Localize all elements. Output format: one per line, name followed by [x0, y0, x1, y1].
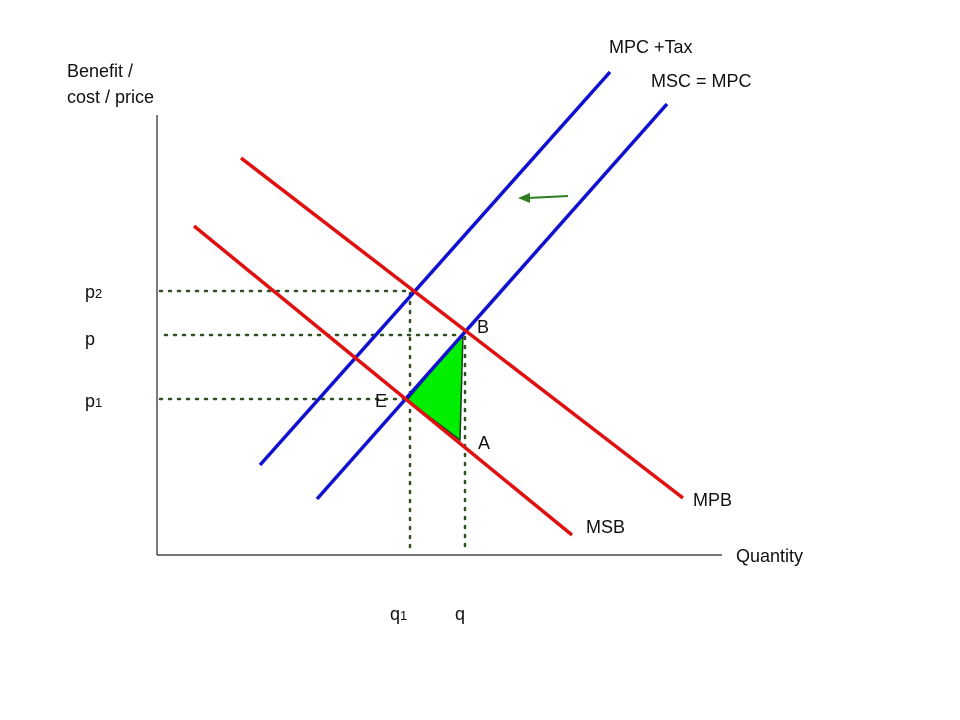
label-main: p [85, 391, 95, 411]
y-axis-label: cost / price [67, 87, 154, 107]
x-axis-label: Quantity [736, 546, 803, 566]
mpc-tax-curve [258, 70, 612, 467]
label-main: p [85, 329, 95, 349]
price-label: p [85, 329, 95, 349]
label-sub: 1 [400, 608, 407, 623]
point-label: E [375, 391, 387, 411]
label-main: q [455, 604, 465, 624]
point-label: B [477, 317, 489, 337]
curve-label: MSB [586, 517, 625, 537]
mpb-curve [239, 156, 685, 500]
msb-curve [192, 224, 574, 537]
quantity-label: q [455, 604, 465, 624]
label-main: q [390, 604, 400, 624]
y-axis-label: Benefit / [67, 61, 133, 81]
label-sub: 1 [95, 395, 102, 410]
quantity-label: q1 [390, 604, 407, 624]
curve-label: MPB [693, 490, 732, 510]
curve-label: MSC = MPC [651, 71, 752, 91]
price-label: p1 [85, 391, 102, 411]
shift-arrow [527, 195, 569, 199]
msc-curve [315, 102, 669, 501]
arrow-head [518, 193, 530, 203]
label-main: p [85, 282, 95, 302]
point-label: A [478, 433, 490, 453]
price-label: p2 [85, 282, 102, 302]
label-sub: 2 [95, 286, 102, 301]
curve-label: MPC +Tax [609, 37, 693, 57]
